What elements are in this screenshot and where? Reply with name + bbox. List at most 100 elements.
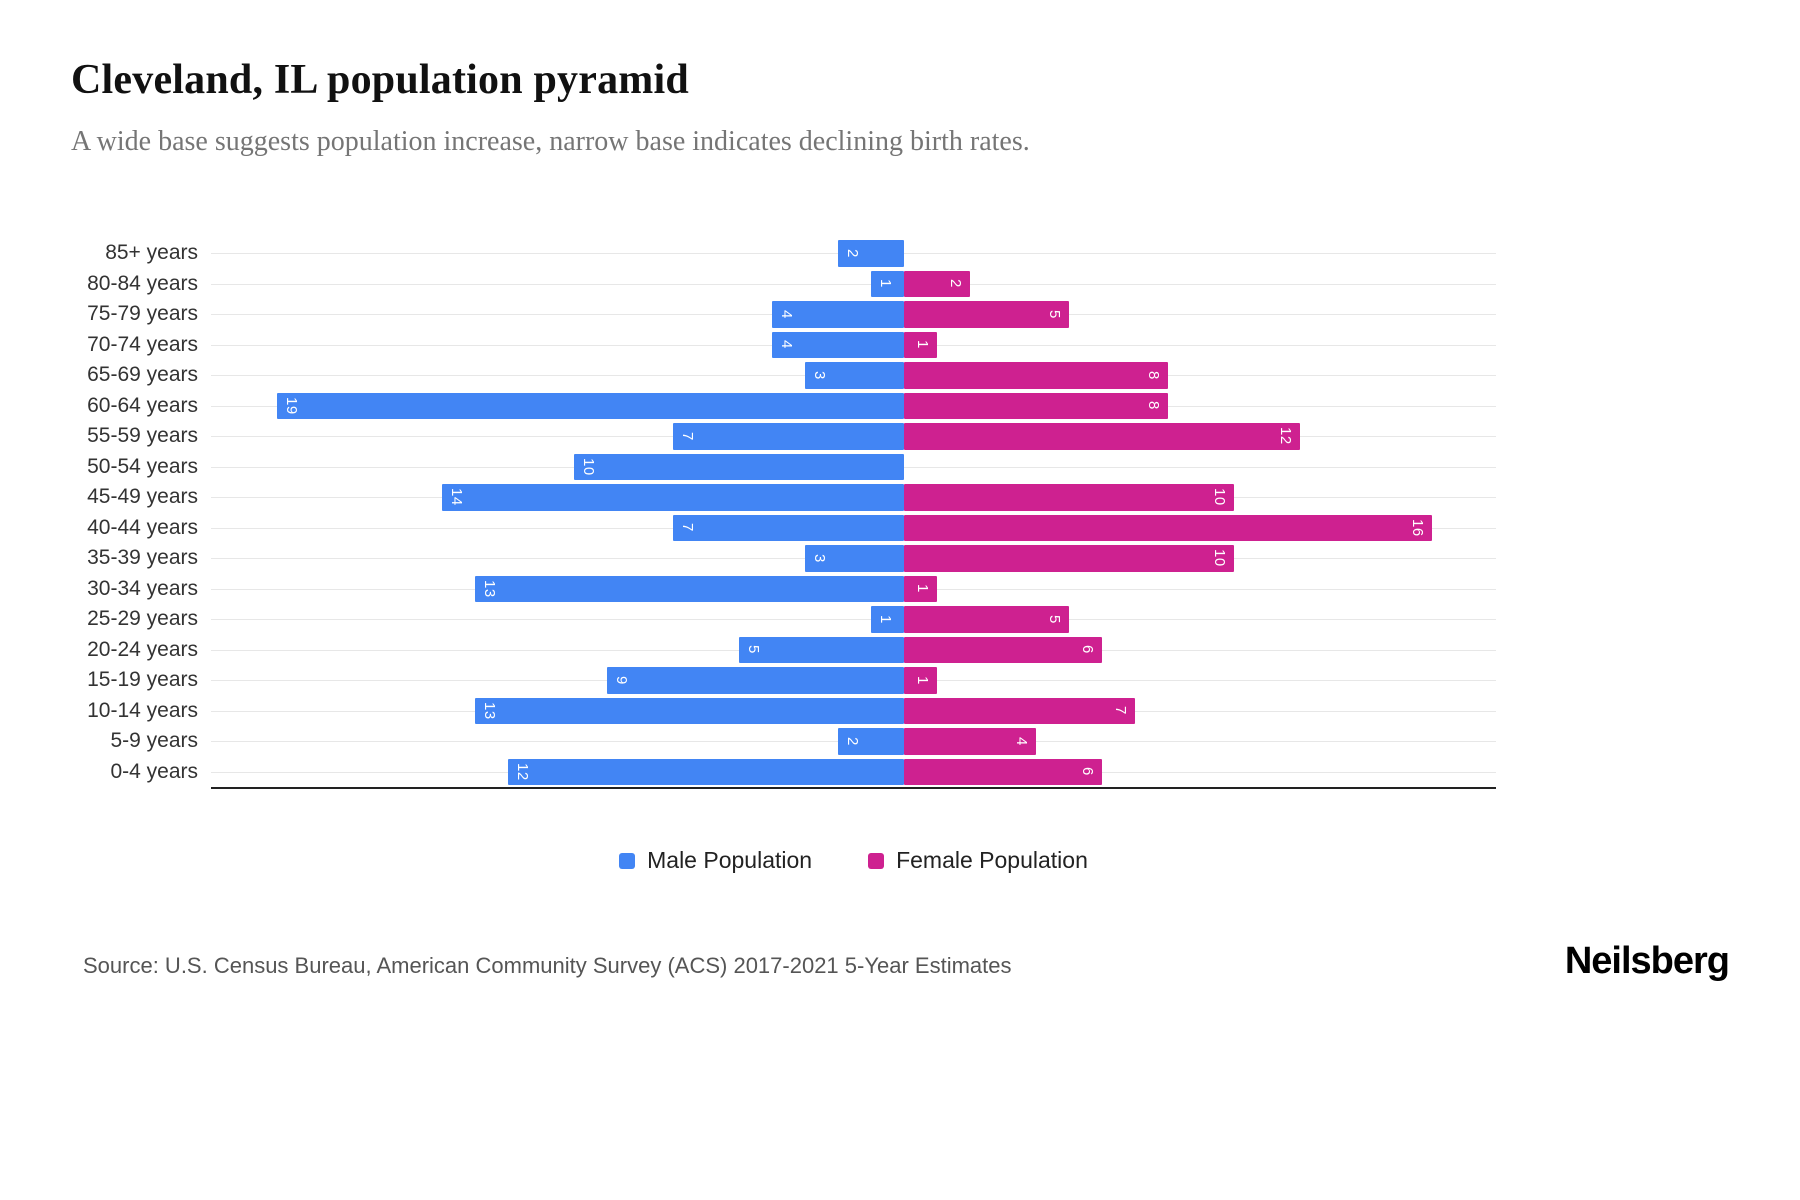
plot-cell: 10 — [211, 452, 1496, 483]
plot-cell: 7 12 — [211, 421, 1496, 452]
male-bar: 3 — [805, 362, 904, 389]
pyramid-row: 45-49 years 14 10 — [71, 482, 1800, 513]
female-bar: 1 — [904, 667, 937, 694]
neilsberg-logo: Neilsberg — [1564, 940, 1730, 982]
plot-cell: 2 — [211, 238, 1496, 269]
female-bar-value: 8 — [1145, 370, 1162, 380]
female-bar: 8 — [904, 362, 1168, 389]
gridline — [211, 283, 1496, 285]
male-bar: 2 — [838, 240, 904, 267]
pyramid-row: 60-64 years 19 8 — [71, 391, 1800, 422]
pyramid-row: 65-69 years 3 8 — [71, 360, 1800, 391]
male-bar-value: 1 — [877, 614, 894, 624]
pyramid-row: 85+ years 2 — [71, 238, 1800, 269]
male-bar-value: 4 — [778, 340, 795, 350]
female-bar-value: 1 — [914, 340, 931, 350]
female-bar-value: 2 — [947, 279, 964, 289]
plot-cell: 12 6 — [211, 757, 1496, 788]
female-bar: 8 — [904, 392, 1168, 419]
female-bar-value: 4 — [1013, 736, 1030, 746]
age-group-label: 35-39 years — [87, 546, 198, 570]
male-bar-value: 7 — [679, 523, 696, 533]
legend-item-male[interactable]: Male Population — [619, 847, 812, 874]
female-bar: 10 — [904, 545, 1234, 572]
age-group-label: 15-19 years — [87, 668, 198, 692]
age-group-label: 5-9 years — [110, 729, 198, 753]
plot-cell: 19 8 — [211, 391, 1496, 422]
female-bar: 7 — [904, 697, 1135, 724]
pyramid-row: 80-84 years 1 2 — [71, 269, 1800, 300]
female-bar: 6 — [904, 636, 1102, 663]
male-bar-value: 19 — [283, 396, 300, 415]
female-bar: 16 — [904, 514, 1432, 541]
male-bar: 14 — [442, 484, 904, 511]
male-bar: 1 — [871, 270, 904, 297]
male-bar: 9 — [607, 667, 904, 694]
male-bar: 7 — [673, 423, 904, 450]
pyramid-row: 50-54 years 10 — [71, 452, 1800, 483]
female-bar: 4 — [904, 728, 1036, 755]
gridline — [211, 619, 1496, 621]
pyramid-rows: 85+ years 2 80-84 years 1 2 75-79 years 4 5 70-7… — [71, 238, 1800, 787]
plot-cell: 3 10 — [211, 543, 1496, 574]
male-bar-value: 2 — [844, 736, 861, 746]
age-group-label: 80-84 years — [87, 271, 198, 295]
female-bar: 5 — [904, 301, 1069, 328]
male-bar: 10 — [574, 453, 904, 480]
age-group-label: 50-54 years — [87, 454, 198, 478]
plot-cell: 13 7 — [211, 696, 1496, 727]
pyramid-row: 35-39 years 3 10 — [71, 543, 1800, 574]
age-group-label: 30-34 years — [87, 576, 198, 600]
male-bar-value: 3 — [811, 553, 828, 563]
male-bar: 4 — [772, 331, 904, 358]
female-bar-value: 12 — [1277, 427, 1294, 446]
male-bar: 7 — [673, 514, 904, 541]
male-bar-value: 14 — [448, 488, 465, 507]
age-group-label: 65-69 years — [87, 363, 198, 387]
plot-cell: 7 16 — [211, 513, 1496, 544]
female-bar-value: 7 — [1112, 706, 1129, 716]
male-bar: 2 — [838, 728, 904, 755]
legend-item-female[interactable]: Female Population — [868, 847, 1088, 874]
female-bar: 10 — [904, 484, 1234, 511]
female-legend-label: Female Population — [896, 847, 1088, 873]
female-bar-value: 16 — [1409, 518, 1426, 537]
age-group-label: 0-4 years — [110, 759, 198, 783]
male-bar-value: 13 — [481, 579, 498, 598]
source-attribution: Source: U.S. Census Bureau, American Com… — [83, 953, 1012, 978]
pyramid-row: 5-9 years 2 4 — [71, 726, 1800, 757]
population-pyramid-chart: 85+ years 2 80-84 years 1 2 75-79 years 4 5 70-7… — [0, 238, 1800, 874]
pyramid-row: 55-59 years 7 12 — [71, 421, 1800, 452]
age-group-label: 45-49 years — [87, 485, 198, 509]
pyramid-row: 10-14 years 13 7 — [71, 696, 1800, 727]
chart-header: Cleveland, IL population pyramid A wide … — [0, 0, 1800, 158]
pyramid-row: 0-4 years 12 6 — [71, 757, 1800, 788]
female-bar: 2 — [904, 270, 970, 297]
male-bar: 13 — [475, 575, 904, 602]
male-bar: 13 — [475, 697, 904, 724]
male-bar: 12 — [508, 758, 904, 785]
age-group-label: 85+ years — [105, 241, 198, 265]
female-bar: 5 — [904, 606, 1069, 633]
female-bar-value: 6 — [1079, 767, 1096, 777]
legend: Male Population Female Population — [211, 847, 1496, 874]
x-axis-line — [211, 787, 1496, 789]
female-legend-swatch — [868, 852, 885, 869]
pyramid-row: 25-29 years 1 5 — [71, 604, 1800, 635]
pyramid-row: 70-74 years 4 1 — [71, 330, 1800, 361]
female-bar-value: 6 — [1079, 645, 1096, 655]
male-bar-value: 3 — [811, 370, 828, 380]
pyramid-row: 75-79 years 4 5 — [71, 299, 1800, 330]
age-group-label: 60-64 years — [87, 393, 198, 417]
female-bar-value: 5 — [1046, 309, 1063, 319]
age-group-label: 40-44 years — [87, 515, 198, 539]
age-group-label: 20-24 years — [87, 637, 198, 661]
male-bar-value: 5 — [745, 645, 762, 655]
